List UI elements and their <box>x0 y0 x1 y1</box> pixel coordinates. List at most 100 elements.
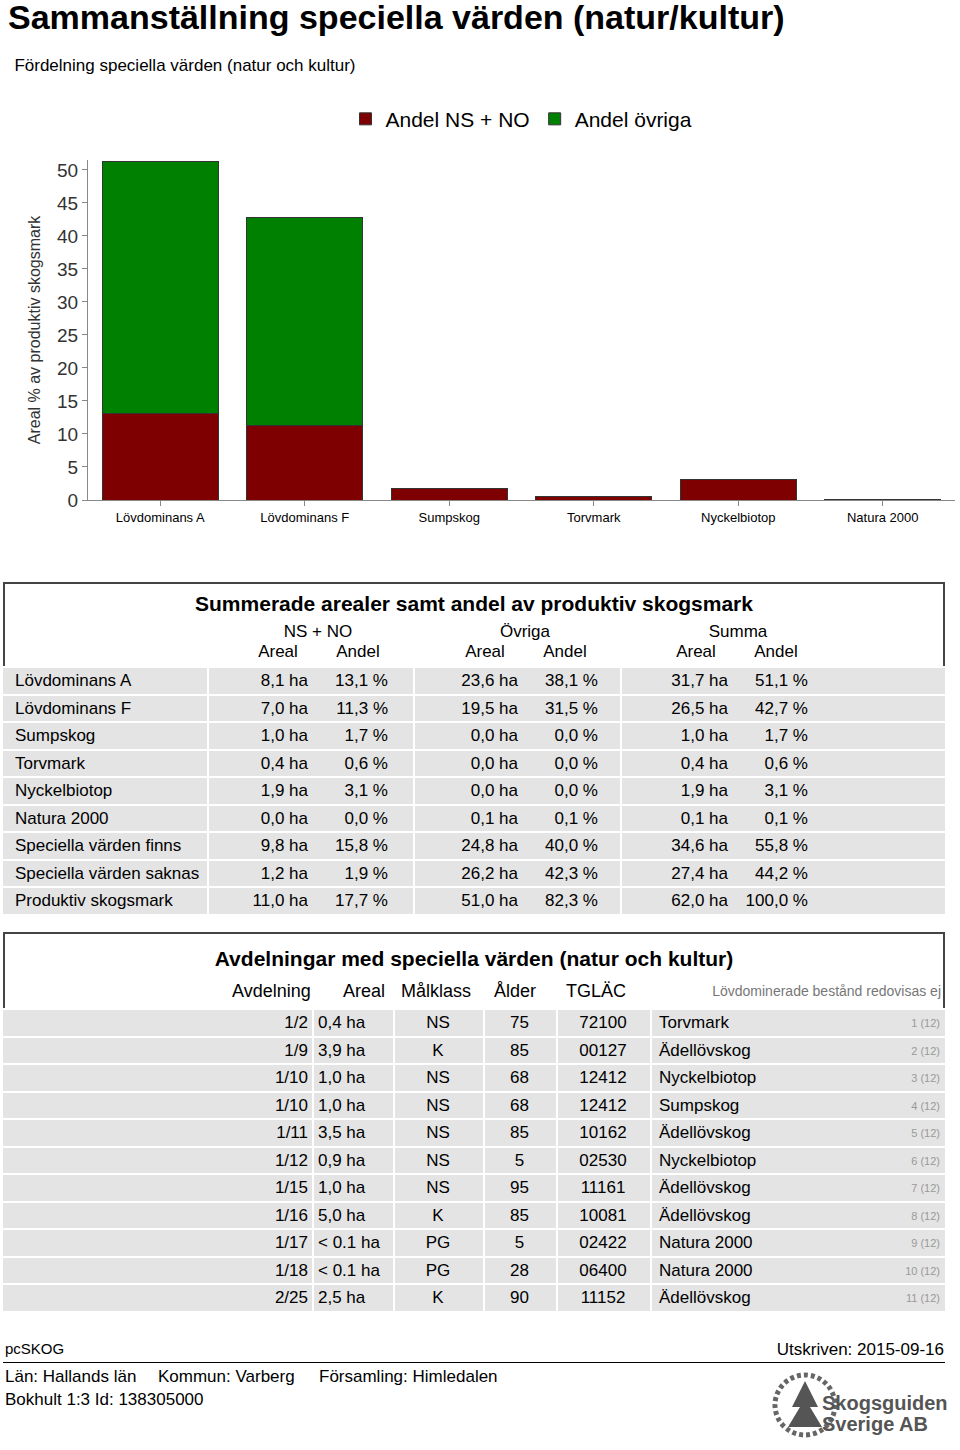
html-text:Sumpskog: Sumpskog <box>659 1095 740 1115</box>
html-text:Andel: Andel <box>336 642 380 661</box>
html-text:00127: 00127 <box>579 1040 627 1060</box>
html-text:1/9: 1/9 <box>284 1040 308 1060</box>
html-text:31,7 ha: 31,7 ha <box>671 671 728 690</box>
svg-text:15: 15 <box>57 391 78 412</box>
html-text:27,4 ha: 27,4 ha <box>671 863 728 883</box>
svg-text:Nyckelbiotop: Nyckelbiotop <box>701 510 775 525</box>
html-text:1,0 ha: 1,0 ha <box>260 726 308 745</box>
svg-text:10: 10 <box>57 424 78 445</box>
html-text:NS + NO: NS + NO <box>283 622 353 641</box>
svg-text:0: 0 <box>68 490 79 511</box>
html-text:Areal: Areal <box>465 642 505 661</box>
html-text:0,6 %: 0,6 % <box>764 753 808 773</box>
html-text:NS: NS <box>426 1095 450 1115</box>
html-text:7,0 ha: 7,0 ha <box>260 698 308 718</box>
svg-text:Lövdominans F: Lövdominans F <box>260 510 349 525</box>
html-text:NS: NS <box>426 1150 450 1170</box>
svg-text:Torvmark: Torvmark <box>567 510 621 525</box>
html-text:1,0 ha: 1,0 ha <box>318 1095 366 1115</box>
html-text:13,1 %: 13,1 % <box>335 671 388 690</box>
html-text:1,2 ha: 1,2 ha <box>260 863 308 883</box>
html-text:Speciella värden saknas: Speciella värden saknas <box>15 863 200 883</box>
html-text:42,3 %: 42,3 % <box>545 863 598 883</box>
html-text:Summerade arealer samt andel a: Summerade arealer samt andel av produkti… <box>195 592 753 615</box>
html-text:38,1 %: 38,1 % <box>545 671 598 690</box>
html-text:Avdelning: Avdelning <box>232 981 311 1001</box>
svg-text:Andel NS + NO: Andel NS + NO <box>386 108 530 131</box>
html-text:Areal: Areal <box>258 642 298 661</box>
html-text:26,2 ha: 26,2 ha <box>461 863 518 883</box>
html-text:06400: 06400 <box>579 1260 627 1280</box>
html-text:26,5 ha: 26,5 ha <box>671 698 728 718</box>
html-text:Natura 2000: Natura 2000 <box>15 808 109 828</box>
html-text:8,1 ha: 8,1 ha <box>260 671 308 690</box>
html-text:3,9 ha: 3,9 ha <box>318 1040 366 1060</box>
html-text:0,4 ha: 0,4 ha <box>260 753 308 773</box>
html-text:Avdelningar med speciella värd: Avdelningar med speciella värden (natur … <box>214 947 734 970</box>
html-text:0,0 %: 0,0 % <box>554 753 598 773</box>
html-text:Skogsguiden: Skogsguiden <box>822 1392 948 1414</box>
html-text:11,3 %: 11,3 % <box>336 698 388 718</box>
html-text:0,0 ha: 0,0 ha <box>260 808 308 828</box>
html-text:0,1 ha: 0,1 ha <box>680 808 728 828</box>
svg-text:50: 50 <box>57 160 78 181</box>
html-text:1/16: 1/16 <box>274 1205 308 1225</box>
html-text:0,1 %: 0,1 % <box>554 808 598 828</box>
html-text:Andel: Andel <box>543 642 587 661</box>
html-text:10081: 10081 <box>579 1205 627 1225</box>
html-text:0,0 %: 0,0 % <box>344 808 388 828</box>
html-text:0,9 ha: 0,9 ha <box>318 1150 366 1170</box>
svg-text:Fördelning speciella värden (n: Fördelning speciella värden (natur och k… <box>14 56 355 75</box>
html-text:23,6 ha: 23,6 ha <box>461 671 518 690</box>
html-text:5,0 ha: 5,0 ha <box>318 1205 366 1225</box>
html-text:Lövdominans F: Lövdominans F <box>15 698 132 718</box>
html-text:1/10: 1/10 <box>274 1095 308 1115</box>
html-text:Ålder: Ålder <box>494 981 536 1001</box>
html-text:0,1 %: 0,1 % <box>764 808 808 828</box>
html-text:Areal: Areal <box>676 642 716 661</box>
html-text:Lövdominans A: Lövdominans A <box>15 671 132 690</box>
html-text:19,5 ha: 19,5 ha <box>461 698 518 718</box>
svg-text:Areal % av produktiv skogsmark: Areal % av produktiv skogsmark <box>26 215 43 445</box>
html-text:Målklass: Målklass <box>401 981 471 1001</box>
html-text:42,7 %: 42,7 % <box>755 698 808 718</box>
svg-text:40: 40 <box>57 226 78 247</box>
svg-text:45: 45 <box>57 193 78 214</box>
html-text:44,2 %: 44,2 % <box>755 863 808 883</box>
html-text:1/18: 1/18 <box>274 1260 308 1280</box>
html-text:Övriga: Övriga <box>500 622 550 641</box>
html-text:Summa: Summa <box>708 622 768 641</box>
html-text:Natura 2000: Natura 2000 <box>659 1260 753 1280</box>
svg-text:35: 35 <box>57 259 78 280</box>
svg-text:5: 5 <box>68 457 79 478</box>
html-text:1,7 %: 1,7 % <box>344 726 388 745</box>
html-text:02530: 02530 <box>579 1150 627 1170</box>
html-text:12412: 12412 <box>579 1095 627 1115</box>
html-text:Ädellövskog: Ädellövskog <box>659 1205 751 1225</box>
svg-text:Sumpskog: Sumpskog <box>419 510 480 525</box>
svg-text:30: 30 <box>57 292 78 313</box>
svg-text:20: 20 <box>57 358 78 379</box>
html-text:51,1 %: 51,1 % <box>755 671 808 690</box>
html-text:0,1 ha: 0,1 ha <box>470 808 518 828</box>
html-text:1,9 %: 1,9 % <box>344 863 388 883</box>
html-text:Ädellövskog: Ädellövskog <box>659 1040 751 1060</box>
html-text:Torvmark: Torvmark <box>15 753 85 773</box>
svg-text:25: 25 <box>57 325 78 346</box>
html-text:1/12: 1/12 <box>274 1150 308 1170</box>
html-text:0,4 ha: 0,4 ha <box>680 753 728 773</box>
html-text:0,6 %: 0,6 % <box>344 753 388 773</box>
html-text:Sverige AB: Sverige AB <box>822 1413 928 1435</box>
html-text:Sumpskog: Sumpskog <box>15 726 96 745</box>
svg-text:Natura 2000: Natura 2000 <box>847 510 919 525</box>
svg-text:Andel övriga: Andel övriga <box>575 108 692 131</box>
html-text:Areal: Areal <box>343 981 385 1001</box>
html-text:31,5 %: 31,5 % <box>545 698 598 718</box>
html-text:PG: PG <box>425 1260 451 1280</box>
html-text:Andel: Andel <box>754 642 798 661</box>
svg-text:Lövdominans A: Lövdominans A <box>116 510 205 525</box>
html-text:TGLÄC: TGLÄC <box>566 981 626 1001</box>
html-text:0,0 ha: 0,0 ha <box>470 753 518 773</box>
html-text:Nyckelbiotop: Nyckelbiotop <box>659 1150 757 1170</box>
html-text:< 0.1 ha: < 0.1 ha <box>318 1260 380 1280</box>
